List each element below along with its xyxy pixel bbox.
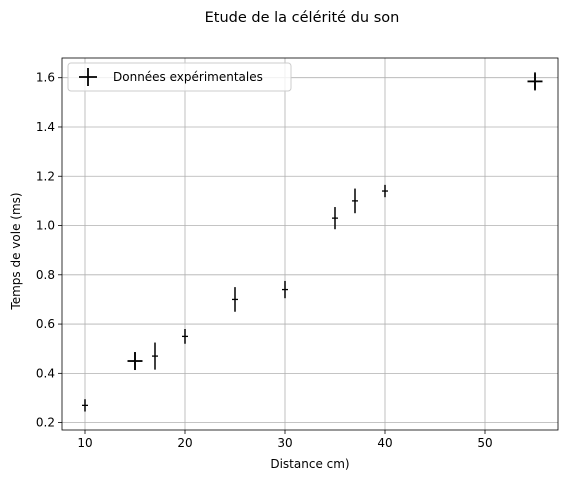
x-tick-label: 30: [277, 436, 292, 450]
axes: 10 20 30 40 50 0.2 0.4 0.6 0.8 1.0 1.2 1.4 1.6: [36, 57, 559, 450]
legend-label: Données expérimentales: [113, 70, 263, 84]
y-tick-label: 1.0: [36, 219, 55, 233]
data-point: [232, 287, 238, 312]
y-tick-label: 0.2: [36, 416, 55, 430]
legend: Données expérimentales: [67, 62, 292, 92]
grid: [62, 58, 558, 430]
data-point: [127, 352, 143, 371]
data-point: [82, 399, 88, 412]
data-point: [152, 342, 158, 370]
x-axis-label: Distance cm): [270, 457, 349, 471]
x-tick-label: 40: [377, 436, 392, 450]
y-tick-label: 0.4: [36, 366, 55, 380]
legend-box: [67, 62, 292, 92]
data-point: [352, 188, 358, 214]
y-tick-label: 0.8: [36, 268, 55, 282]
y-tick-label: 1.6: [36, 71, 55, 85]
y-tick-label: 1.4: [36, 120, 55, 134]
data-point: [332, 207, 338, 230]
data-point: [527, 72, 543, 91]
plot-frame: [61, 57, 559, 431]
y-axis-label: Temps de vole (ms): [9, 192, 23, 310]
x-tick-label: 10: [77, 436, 92, 450]
x-tick-label: 50: [477, 436, 492, 450]
y-tick-label: 0.6: [36, 317, 55, 331]
y-tick-label: 1.2: [36, 169, 55, 183]
data-point: [382, 184, 388, 198]
data-point: [182, 328, 188, 344]
data-point: [282, 280, 288, 299]
data-points: [82, 72, 543, 412]
x-tick-label: 20: [177, 436, 192, 450]
chart-title: Etude de la célérité du son: [205, 10, 400, 26]
